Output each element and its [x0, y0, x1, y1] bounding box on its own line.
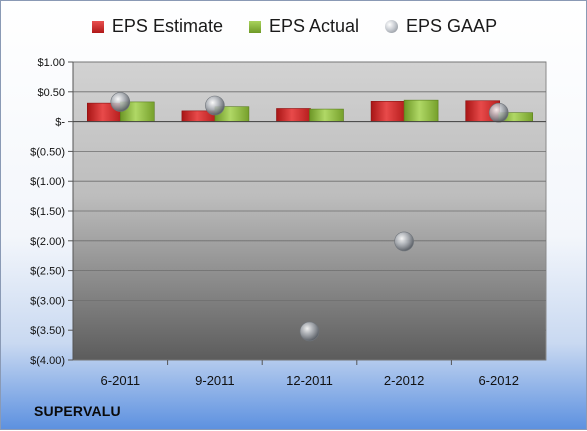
legend-swatch-eps-actual	[248, 20, 261, 33]
y-tick-label: $-	[55, 117, 65, 129]
x-category-label: 6-2012	[478, 373, 518, 388]
bar-eps-estimate	[276, 108, 311, 122]
y-tick-label: $(2.00)	[30, 236, 65, 248]
x-category-label: 9-2011	[195, 373, 235, 388]
y-tick-label: $0.50	[37, 87, 65, 99]
x-category-label: 6-2011	[101, 373, 141, 388]
marker-eps-gaap	[299, 321, 320, 342]
legend-swatch-eps-gaap	[385, 20, 399, 33]
y-tick-label: $(0.50)	[30, 146, 65, 158]
marker-eps-gaap	[394, 231, 414, 252]
marker-eps-gaap	[205, 95, 225, 116]
legend-swatch-eps-estimate	[91, 20, 104, 33]
legend-label-eps-gaap: EPS GAAP	[406, 16, 498, 36]
legend-label-eps-actual: EPS Actual	[268, 16, 360, 36]
legend-label-eps-estimate: EPS Estimate	[111, 16, 223, 36]
marker-eps-gaap	[488, 102, 509, 123]
legend-item-eps-estimate: EPS Estimate	[91, 16, 223, 37]
x-category-label: 2-2012	[384, 373, 424, 388]
bar-eps-actual	[309, 108, 344, 122]
y-tick-label: $(2.50)	[30, 266, 65, 278]
y-tick-label: $(1.00)	[30, 176, 65, 188]
company-name: SUPERVALU	[34, 403, 121, 419]
marker-eps-gaap	[110, 92, 131, 112]
y-tick-label: $(3.50)	[30, 325, 65, 337]
legend-item-eps-actual: EPS Actual	[248, 16, 360, 37]
chart-legend: EPS Estimate EPS Actual EPS GAAP	[1, 16, 587, 37]
legend-item-eps-gaap: EPS GAAP	[385, 16, 497, 37]
y-tick-label: $(4.00)	[30, 355, 65, 367]
y-tick-label: $(1.50)	[30, 206, 65, 218]
x-category-label: 12-2011	[286, 373, 333, 388]
bar-eps-estimate	[370, 101, 406, 122]
bar-eps-actual	[403, 99, 439, 122]
y-tick-label: $(3.00)	[30, 295, 65, 307]
y-tick-label: $1.00	[37, 57, 65, 69]
